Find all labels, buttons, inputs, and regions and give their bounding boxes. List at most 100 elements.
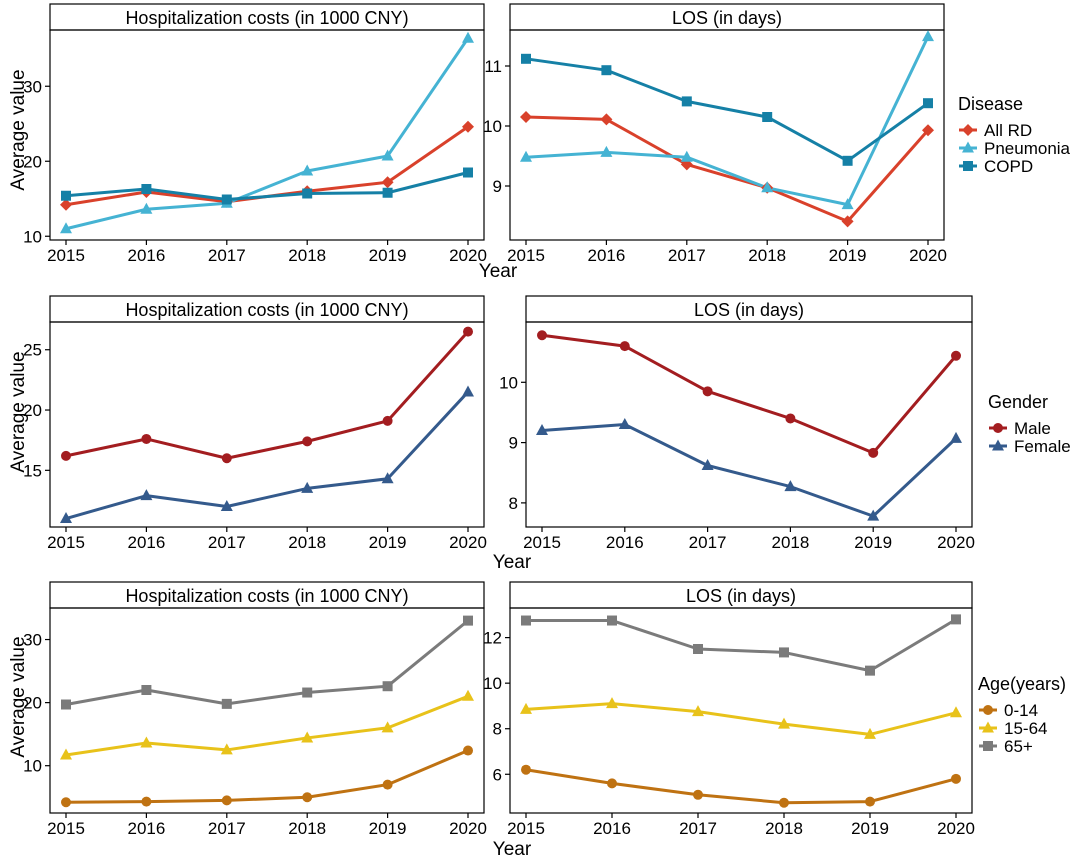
data-point-all-rd bbox=[922, 124, 934, 137]
legend-label: COPD bbox=[984, 157, 1033, 176]
y-tick-label: 6 bbox=[493, 765, 502, 784]
data-point-15-64 bbox=[381, 721, 394, 733]
legend-marker bbox=[962, 141, 974, 153]
y-tick-label: 8 bbox=[493, 720, 502, 739]
data-point-male bbox=[619, 341, 630, 352]
data-point-female bbox=[618, 418, 631, 429]
plot-area bbox=[49, 29, 485, 241]
data-point-all-rd bbox=[60, 198, 72, 211]
data-point-copd bbox=[221, 194, 232, 205]
x-tick-label: 2017 bbox=[679, 819, 717, 838]
legend-key-male bbox=[989, 423, 1007, 433]
x-tick-label: 2018 bbox=[288, 533, 326, 552]
y-tick-label: 20 bbox=[23, 401, 42, 420]
series-line-copd bbox=[525, 57, 929, 163]
x-tick-label: 2020 bbox=[449, 246, 487, 265]
series-line-65- bbox=[526, 618, 957, 673]
x-tick-label: 2016 bbox=[127, 819, 165, 838]
panel-title: Hospitalization costs (in 1000 CNY) bbox=[125, 586, 408, 606]
x-tick-label: 2016 bbox=[127, 533, 165, 552]
legend-title: Age(years) bbox=[978, 674, 1066, 694]
x-tick-label: 2019 bbox=[369, 246, 407, 265]
legend-marker bbox=[982, 721, 994, 733]
data-point-65- bbox=[521, 615, 531, 626]
x-tick-label: 2015 bbox=[507, 246, 545, 265]
x-tick-label: 2017 bbox=[208, 533, 246, 552]
series-line-0-14 bbox=[525, 768, 957, 805]
panel-5: Hospitalization costs (in 1000 CNY) 2015 2… bbox=[23, 581, 487, 838]
x-tick-label: 2018 bbox=[765, 819, 803, 838]
x-tick-label: 2016 bbox=[127, 246, 165, 265]
legend-key-female bbox=[989, 439, 1007, 451]
data-point-15-64 bbox=[950, 706, 962, 718]
legend-marker bbox=[993, 423, 1003, 433]
data-point-65- bbox=[463, 615, 473, 626]
legend-label: Male bbox=[1014, 419, 1051, 438]
legend-label: 15-64 bbox=[1004, 719, 1047, 738]
legend-key-pneumonia bbox=[959, 141, 977, 153]
data-point-pneumonia bbox=[922, 30, 934, 42]
data-point-male bbox=[463, 326, 473, 337]
y-tick-label: 12 bbox=[483, 629, 502, 648]
panel-strip bbox=[509, 3, 945, 31]
x-tick-label: 2018 bbox=[288, 819, 326, 838]
x-tick-label: 2016 bbox=[587, 246, 625, 265]
y-tick-label: 9 bbox=[509, 434, 518, 453]
x-tick-label: 2017 bbox=[208, 246, 246, 265]
y-axis-title-row1: Average value bbox=[8, 69, 29, 190]
y-tick-label: 10 bbox=[23, 757, 42, 776]
data-point-pneumonia bbox=[462, 31, 474, 43]
data-point-pneumonia bbox=[140, 202, 153, 214]
data-point-female bbox=[60, 512, 72, 524]
data-point-15-64 bbox=[864, 727, 876, 739]
data-point-male bbox=[221, 453, 232, 464]
data-point-male bbox=[868, 447, 879, 458]
legend-key-all-rd bbox=[959, 124, 977, 136]
x-tick-label: 2020 bbox=[937, 533, 975, 552]
data-point-65- bbox=[607, 615, 617, 626]
y-tick-label: 10 bbox=[483, 117, 502, 136]
data-point-copd bbox=[923, 98, 933, 109]
data-point-female bbox=[701, 459, 714, 470]
legend-label: Female bbox=[1014, 437, 1071, 456]
data-point-male bbox=[537, 330, 547, 341]
data-point-all-rd bbox=[520, 111, 532, 123]
legend-marker bbox=[983, 705, 993, 715]
y-tick-label: 8 bbox=[509, 494, 518, 513]
panel-6: LOS (in days) 2015 2016 2017 2018 2019 2020 6 8 1… bbox=[483, 581, 975, 838]
series-line-copd bbox=[65, 171, 469, 201]
data-point-copd bbox=[302, 188, 313, 199]
y-tick-label: 10 bbox=[483, 674, 502, 693]
series-line-female bbox=[541, 423, 958, 518]
x-tick-label: 2017 bbox=[668, 246, 706, 265]
y-tick-label: 15 bbox=[23, 461, 42, 480]
x-tick-label: 2017 bbox=[208, 819, 246, 838]
data-point-copd bbox=[521, 53, 531, 64]
legend-label: 65+ bbox=[1004, 737, 1033, 756]
data-point-female bbox=[220, 500, 233, 511]
panel-title: Hospitalization costs (in 1000 CNY) bbox=[125, 300, 408, 320]
data-point-0-14 bbox=[302, 792, 313, 803]
data-point-0-14 bbox=[521, 764, 531, 775]
data-point-all-rd bbox=[381, 176, 394, 189]
data-point-male bbox=[382, 415, 393, 426]
series-line-15-64 bbox=[525, 702, 957, 736]
x-tick-label: 2019 bbox=[369, 819, 407, 838]
plot-area bbox=[509, 29, 945, 241]
data-point-pneumonia bbox=[761, 181, 774, 193]
y-tick-label: 30 bbox=[23, 631, 42, 650]
legend-key-15-64 bbox=[979, 721, 997, 733]
x-tick-label: 2019 bbox=[854, 533, 892, 552]
data-point-65- bbox=[221, 698, 232, 709]
data-point-0-14 bbox=[693, 789, 703, 800]
x-tick-label: 2018 bbox=[771, 533, 809, 552]
legend-marker bbox=[963, 161, 973, 171]
panel-strip bbox=[49, 295, 485, 323]
data-point-copd bbox=[382, 187, 393, 198]
data-point-pneumonia bbox=[680, 150, 693, 162]
data-point-male bbox=[785, 413, 796, 424]
data-point-15-64 bbox=[606, 697, 618, 709]
panel-title: LOS (in days) bbox=[686, 586, 796, 606]
legend-label: Pneumonia bbox=[984, 139, 1071, 158]
y-tick-label: 30 bbox=[23, 77, 42, 96]
